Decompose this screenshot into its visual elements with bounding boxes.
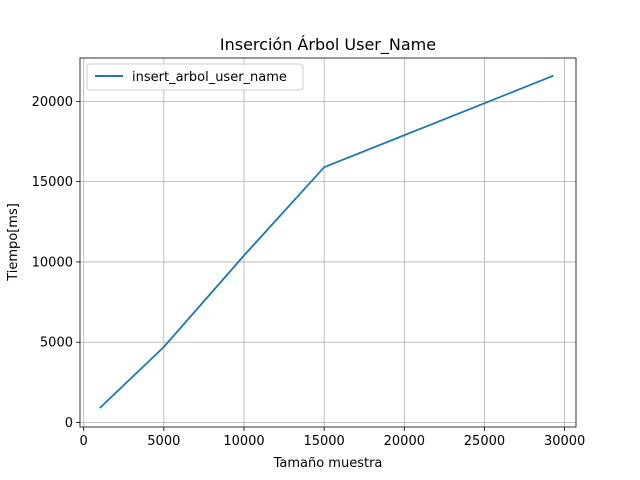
x-axis-label: Tamaño muestra <box>273 456 383 471</box>
x-tick-label: 0 <box>80 434 88 449</box>
y-tick-label: 10000 <box>32 255 73 270</box>
x-tick-label: 20000 <box>384 434 425 449</box>
y-tick-label: 20000 <box>32 95 73 110</box>
grid <box>80 58 576 427</box>
legend-box <box>86 63 304 91</box>
x-tick-label: 30000 <box>544 434 585 449</box>
series-line-0 <box>99 74 554 409</box>
x-tick-label: 10000 <box>223 434 264 449</box>
series-layer <box>99 74 554 409</box>
legend-entry: insert_arbol_user_name <box>132 70 287 85</box>
y-axis-label: Tiempo[ms] <box>6 203 21 282</box>
legend: insert_arbol_user_name <box>86 63 304 91</box>
x-axis: 0 5000 10000 15000 20000 25000 30000 <box>80 427 585 449</box>
x-tick-label: 5000 <box>147 434 180 449</box>
x-tick-label: 15000 <box>303 434 344 449</box>
x-tick-label: 25000 <box>464 434 505 449</box>
plot-frame <box>79 57 577 428</box>
chart-title: Inserción Árbol User_Name <box>220 35 436 55</box>
y-tick-label: 5000 <box>40 336 73 351</box>
y-tick-label: 0 <box>65 416 73 431</box>
y-tick-label: 15000 <box>32 175 73 190</box>
y-axis: 0 5000 10000 15000 20000 <box>32 95 80 431</box>
